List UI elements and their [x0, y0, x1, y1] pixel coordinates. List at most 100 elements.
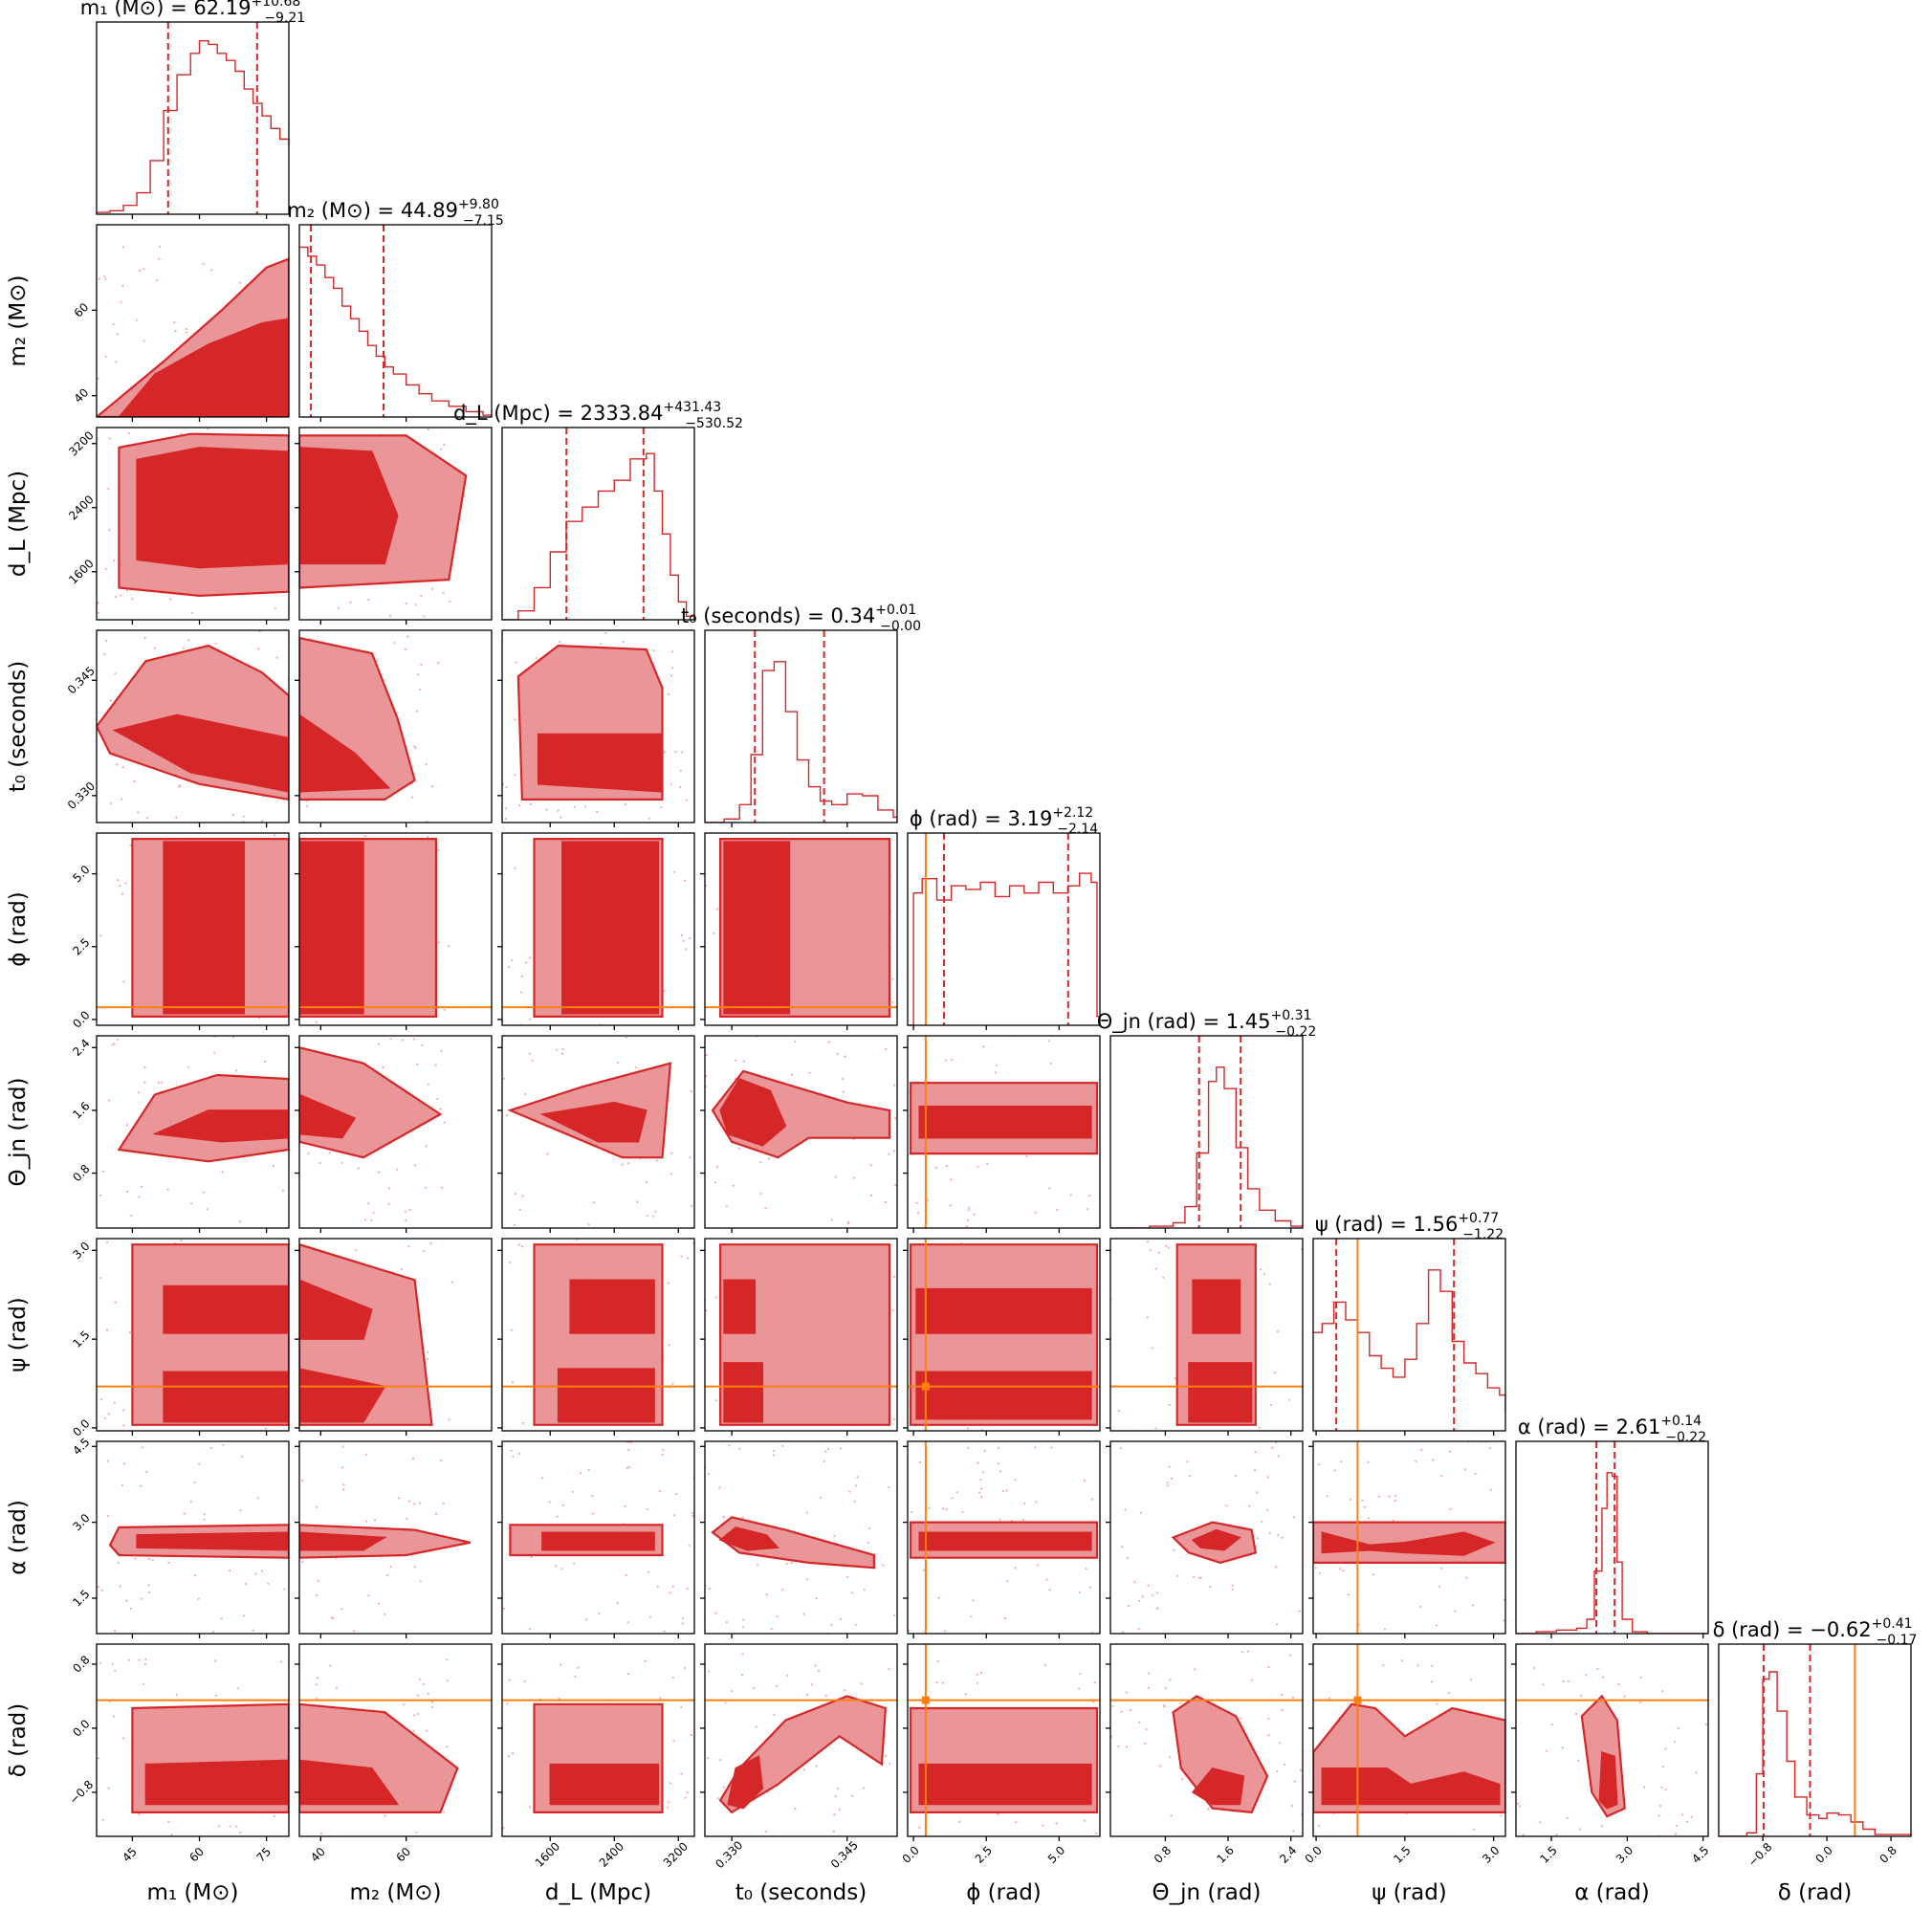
y-tick-label: 0.0 [70, 1717, 92, 1739]
sample-point [113, 1715, 116, 1718]
sample-point [277, 1650, 279, 1652]
sample-point [900, 1835, 902, 1837]
sample-point [427, 1083, 429, 1086]
sample-point [683, 1577, 685, 1579]
sample-point [139, 270, 142, 273]
sample-point [1596, 1667, 1599, 1670]
sample-point [1104, 1212, 1106, 1214]
sample-point [274, 1484, 276, 1486]
sample-point [1522, 1833, 1525, 1836]
sample-point [1394, 1494, 1397, 1497]
sample-point [101, 1818, 104, 1821]
sample-point [508, 965, 511, 969]
sample-point [818, 1669, 821, 1673]
sample-point [511, 1381, 515, 1384]
sample-point [1659, 1805, 1662, 1808]
panel-2d-m1-delta [97, 1658, 305, 1836]
sample-point [677, 1208, 679, 1210]
sample-point [1108, 1719, 1109, 1721]
sample-point [135, 318, 139, 321]
sample-point [982, 1045, 985, 1048]
title-minus: −0.17 [1877, 1633, 1918, 1648]
sample-point [597, 1847, 599, 1849]
contour-1sigma [915, 1287, 1092, 1334]
sample-point [143, 268, 145, 271]
sample-point [272, 1043, 274, 1044]
sample-point [413, 1566, 416, 1569]
sample-point [1287, 1398, 1291, 1401]
panel-frame [96, 1440, 290, 1635]
sample-point [680, 1772, 683, 1775]
sample-point [707, 1017, 709, 1019]
injection-marker [1353, 1696, 1362, 1704]
sample-point [695, 999, 697, 1000]
contour-1sigma [299, 714, 391, 793]
sample-point [679, 769, 682, 772]
sample-point [1306, 1473, 1308, 1475]
sample-point [561, 1504, 564, 1506]
sample-point [1304, 1819, 1306, 1821]
sample-point [265, 1592, 267, 1594]
sample-point [1277, 1534, 1280, 1537]
histogram-phi [908, 872, 1100, 1025]
sample-point [1449, 1450, 1452, 1453]
sample-point [671, 1382, 674, 1385]
sample-point [207, 428, 209, 430]
sample-point [379, 1640, 381, 1642]
panel-frame [298, 1643, 493, 1837]
sample-point [1240, 1717, 1242, 1720]
sample-point [565, 1874, 567, 1876]
sample-point [885, 1200, 888, 1204]
sample-point [1211, 1655, 1213, 1657]
sample-point [104, 567, 107, 570]
sample-point [418, 1678, 421, 1680]
sample-point [1310, 1465, 1312, 1467]
sample-point [272, 1164, 274, 1167]
sample-point [836, 1788, 839, 1790]
sample-point [342, 1488, 345, 1491]
sample-point [888, 1485, 890, 1489]
sample-point [823, 1460, 825, 1462]
sample-point [423, 615, 426, 618]
sample-point [372, 1211, 375, 1214]
sample-point [1309, 1476, 1311, 1478]
sample-point [842, 1077, 845, 1081]
sample-point [833, 1534, 836, 1537]
sample-point [1147, 1672, 1150, 1675]
sample-point [810, 1683, 814, 1686]
panel-2d-m2-t0 [299, 635, 440, 823]
x-tick-label: 0.0 [1303, 1843, 1325, 1865]
sample-point [1580, 1695, 1583, 1698]
sample-point [698, 1241, 700, 1243]
sample-point [892, 1614, 896, 1616]
sample-point [292, 1204, 294, 1206]
sample-point [709, 691, 711, 692]
sample-point [109, 699, 112, 702]
sample-point [598, 1613, 601, 1615]
sample-point [303, 1816, 305, 1818]
sample-point [1328, 1652, 1329, 1654]
sample-point [520, 1245, 524, 1248]
panel-2d-m2-theta [272, 1037, 446, 1221]
sample-point [1600, 1825, 1604, 1828]
sample-point [98, 838, 99, 840]
sample-point [1290, 1438, 1292, 1440]
sample-point [635, 1065, 638, 1069]
sample-point [1266, 1476, 1269, 1479]
sample-point [120, 300, 122, 303]
sample-point [342, 1483, 345, 1486]
sample-point [117, 879, 120, 882]
sample-point [1292, 1830, 1295, 1833]
hist-t0 [705, 630, 897, 823]
sample-point [497, 1231, 499, 1233]
sample-point [724, 1701, 727, 1704]
sample-point [681, 1616, 685, 1619]
sample-point [1623, 1695, 1626, 1698]
sample-point [950, 1178, 953, 1181]
panel-frame [704, 1035, 898, 1229]
sample-point [1047, 1040, 1050, 1043]
sample-point [937, 1596, 940, 1599]
x-axis-label-m1: m₁ (M⊙) [147, 1880, 239, 1905]
sample-point [1035, 1501, 1038, 1504]
histogram-delta [1719, 1671, 1911, 1836]
